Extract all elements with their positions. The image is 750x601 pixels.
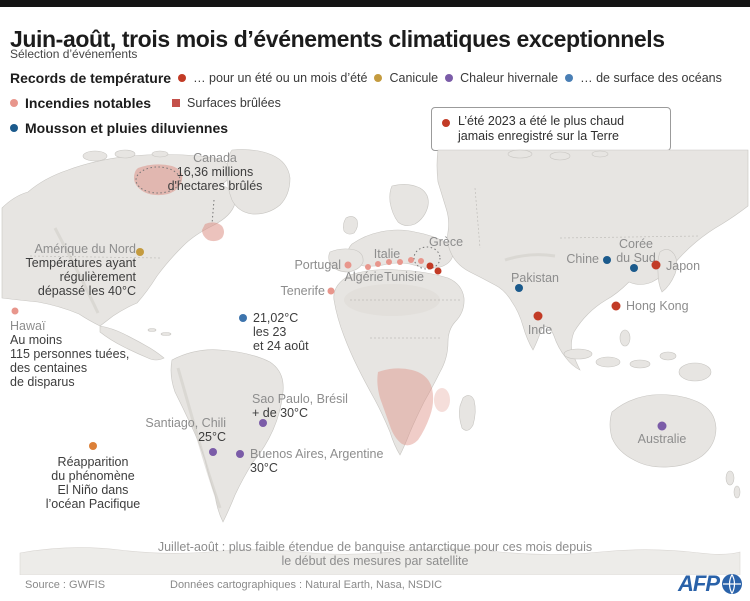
page-title: Juin-août, trois mois d’événements clima…	[10, 26, 665, 53]
afp-globe-icon	[722, 574, 742, 594]
legend-label: Surfaces brûlées	[187, 95, 281, 110]
country-borders	[29, 187, 701, 339]
legend-label: Mousson et pluies diluviennes	[25, 119, 229, 136]
dotted-highlights	[135, 166, 441, 270]
world-map	[1, 149, 749, 575]
legend-row-2: Incendies notables Surfaces brûlées	[10, 90, 722, 115]
page-subtitle: Sélection d’événements	[10, 47, 138, 61]
summer-record-callout: L’été 2023 a été le plus chaud jamais en…	[431, 107, 671, 151]
callout-line-1: L’été 2023 a été le plus chaud	[458, 114, 625, 128]
cartography-credit: Données cartographiques : Natural Earth,…	[170, 579, 443, 591]
legend: Records de température … pour un été ou u…	[10, 65, 722, 140]
legend-label: … de surface des océans	[580, 70, 722, 85]
relief-shading	[53, 227, 556, 509]
legend-label: Chaleur hivernale	[460, 70, 559, 85]
chaleur-hivernale-dot	[445, 73, 454, 82]
afp-logo: AFP	[678, 571, 743, 597]
landmass	[1, 149, 749, 523]
ocean-surface-dot	[565, 73, 574, 82]
canicule-dot	[374, 73, 383, 82]
burned-areas	[134, 164, 450, 446]
afp-logo-text: AFP	[678, 571, 720, 596]
legend-label: Records de température	[10, 69, 172, 86]
legend-row-3: Mousson et pluies diluviennes	[10, 115, 722, 140]
legend-label: … pour un été ou un mois d’été	[193, 70, 368, 85]
incendies-dot	[10, 98, 18, 107]
legend-label: Incendies notables	[25, 94, 152, 111]
antarctica	[19, 547, 741, 575]
record-summer-dot	[178, 73, 187, 82]
legend-label: Canicule	[389, 70, 439, 85]
top-bar	[0, 0, 750, 7]
callout-line-2: jamais enregistré sur la Terre	[458, 129, 619, 143]
surfaces-brulees-square	[172, 98, 181, 107]
source-credit: Source : GWFIS	[25, 579, 106, 591]
mousson-dot	[10, 123, 18, 132]
legend-row-1: Records de température … pour un été ou u…	[10, 65, 722, 90]
record-summer-dot-icon	[442, 119, 450, 127]
